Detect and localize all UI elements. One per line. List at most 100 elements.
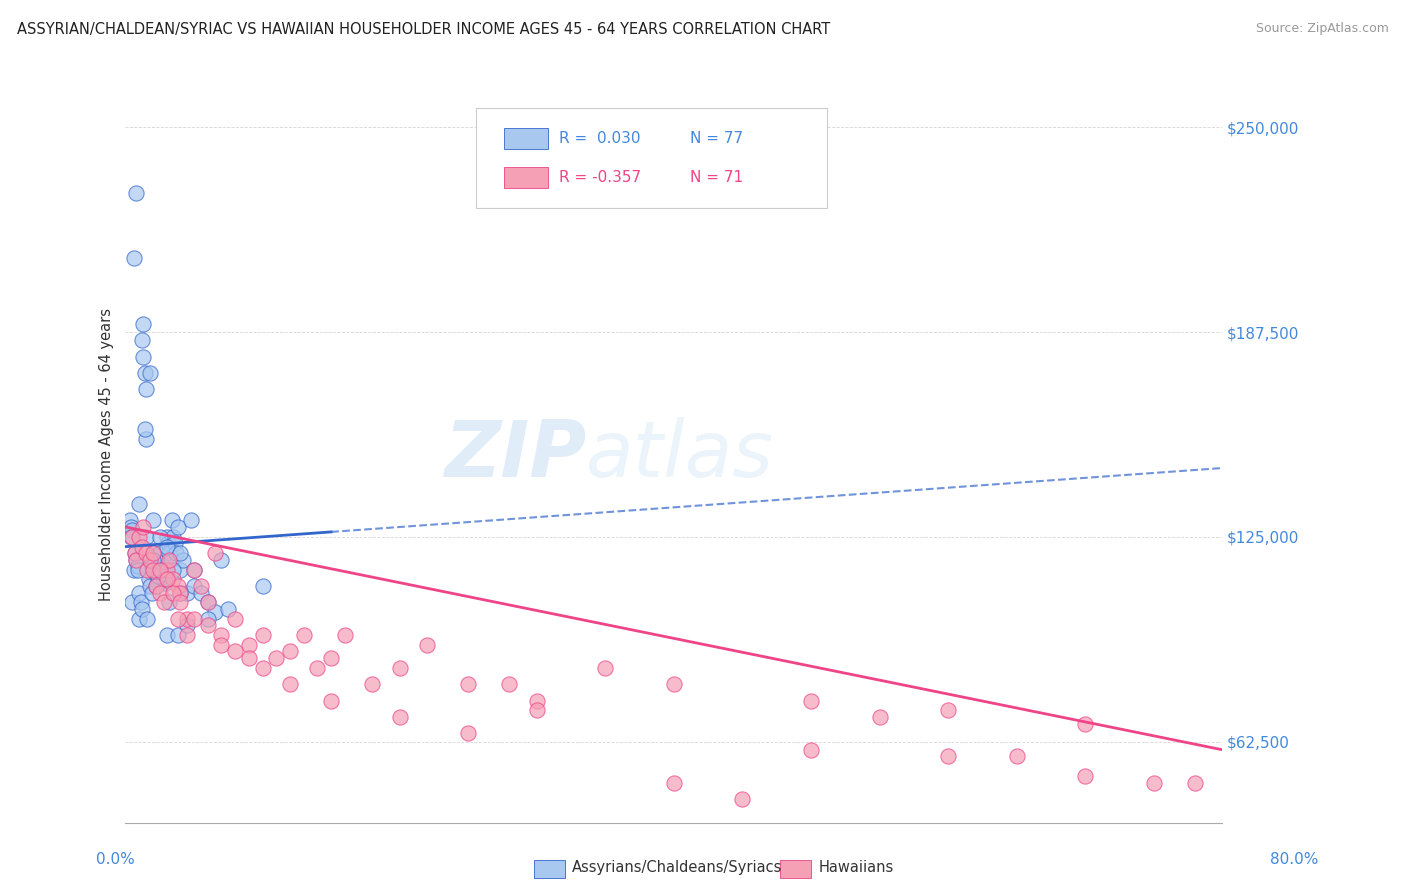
Point [183,579,205,593]
Text: N = 77: N = 77 [690,131,744,146]
Point [153,573,176,587]
Point [149,530,172,544]
Point [416,638,439,652]
Point [136,563,159,577]
Point [139,553,162,567]
Y-axis label: Householder Income Ages 45 - 64 years: Householder Income Ages 45 - 64 years [100,309,114,601]
Point [526,693,548,707]
Point [125,186,148,200]
Text: 80.0%: 80.0% [1271,852,1319,867]
Point [1143,775,1166,789]
Point [152,563,174,577]
Point [162,585,184,599]
Bar [503,128,548,149]
Point [135,530,157,544]
Point [142,546,165,560]
Point [120,530,142,544]
Point [183,563,205,577]
Text: Hawaiians: Hawaiians [818,861,894,875]
Point [321,693,343,707]
Point [132,520,155,534]
Point [238,651,260,665]
Point [153,595,176,609]
Text: atlas: atlas [586,417,775,493]
Point [125,553,148,567]
Point [157,546,180,560]
Point [197,618,219,632]
Point [146,569,169,583]
Point [153,569,176,583]
Text: N = 71: N = 71 [690,170,744,186]
Point [166,612,188,626]
Point [1005,749,1028,764]
Point [131,333,153,347]
Point [142,546,165,560]
Point [252,628,274,642]
Point [936,703,959,717]
Point [388,661,411,675]
Point [662,677,685,691]
Point [204,605,226,619]
Point [333,628,356,642]
Point [148,569,170,583]
Point [129,595,152,609]
Point [176,612,198,626]
Point [131,602,153,616]
Point [526,703,548,717]
Point [166,579,188,593]
Point [190,579,212,593]
Point [211,638,233,652]
Point [595,661,617,675]
Point [936,749,959,764]
Point [169,595,191,609]
Point [498,677,520,691]
Point [155,575,177,590]
Point [211,553,233,567]
Point [800,743,823,757]
Point [169,585,191,599]
Point [197,612,219,626]
Text: ASSYRIAN/CHALDEAN/SYRIAC VS HAWAIIAN HOUSEHOLDER INCOME AGES 45 - 64 YEARS CORRE: ASSYRIAN/CHALDEAN/SYRIAC VS HAWAIIAN HOU… [17,22,830,37]
Point [252,579,274,593]
Point [238,638,260,652]
Point [136,612,159,626]
FancyBboxPatch shape [477,109,828,208]
Point [145,579,167,593]
Point [156,536,179,550]
Point [180,513,202,527]
Point [128,585,150,599]
Point [1074,716,1097,731]
Point [266,651,288,665]
Point [131,540,153,554]
Point [136,563,159,577]
Point [800,693,823,707]
Point [166,520,188,534]
Point [307,661,329,675]
Point [155,540,177,554]
Point [1074,769,1097,783]
Point [139,366,162,380]
Point [388,710,411,724]
Point [128,612,150,626]
Point [149,563,172,577]
Point [121,595,143,609]
Point [869,710,891,724]
Point [134,366,156,380]
Point [122,252,145,266]
Text: R = -0.357: R = -0.357 [558,170,641,186]
Point [183,612,205,626]
Point [166,628,188,642]
Point [148,575,170,590]
Point [143,556,166,570]
Point [125,553,148,567]
Text: Assyrians/Chaldeans/Syriacs: Assyrians/Chaldeans/Syriacs [572,861,783,875]
Point [155,563,177,577]
Text: 0.0%: 0.0% [96,852,135,867]
Point [124,546,146,560]
Point [165,546,187,560]
Point [162,530,184,544]
Point [135,432,157,446]
Point [169,585,191,599]
Point [252,661,274,675]
Point [197,595,219,609]
